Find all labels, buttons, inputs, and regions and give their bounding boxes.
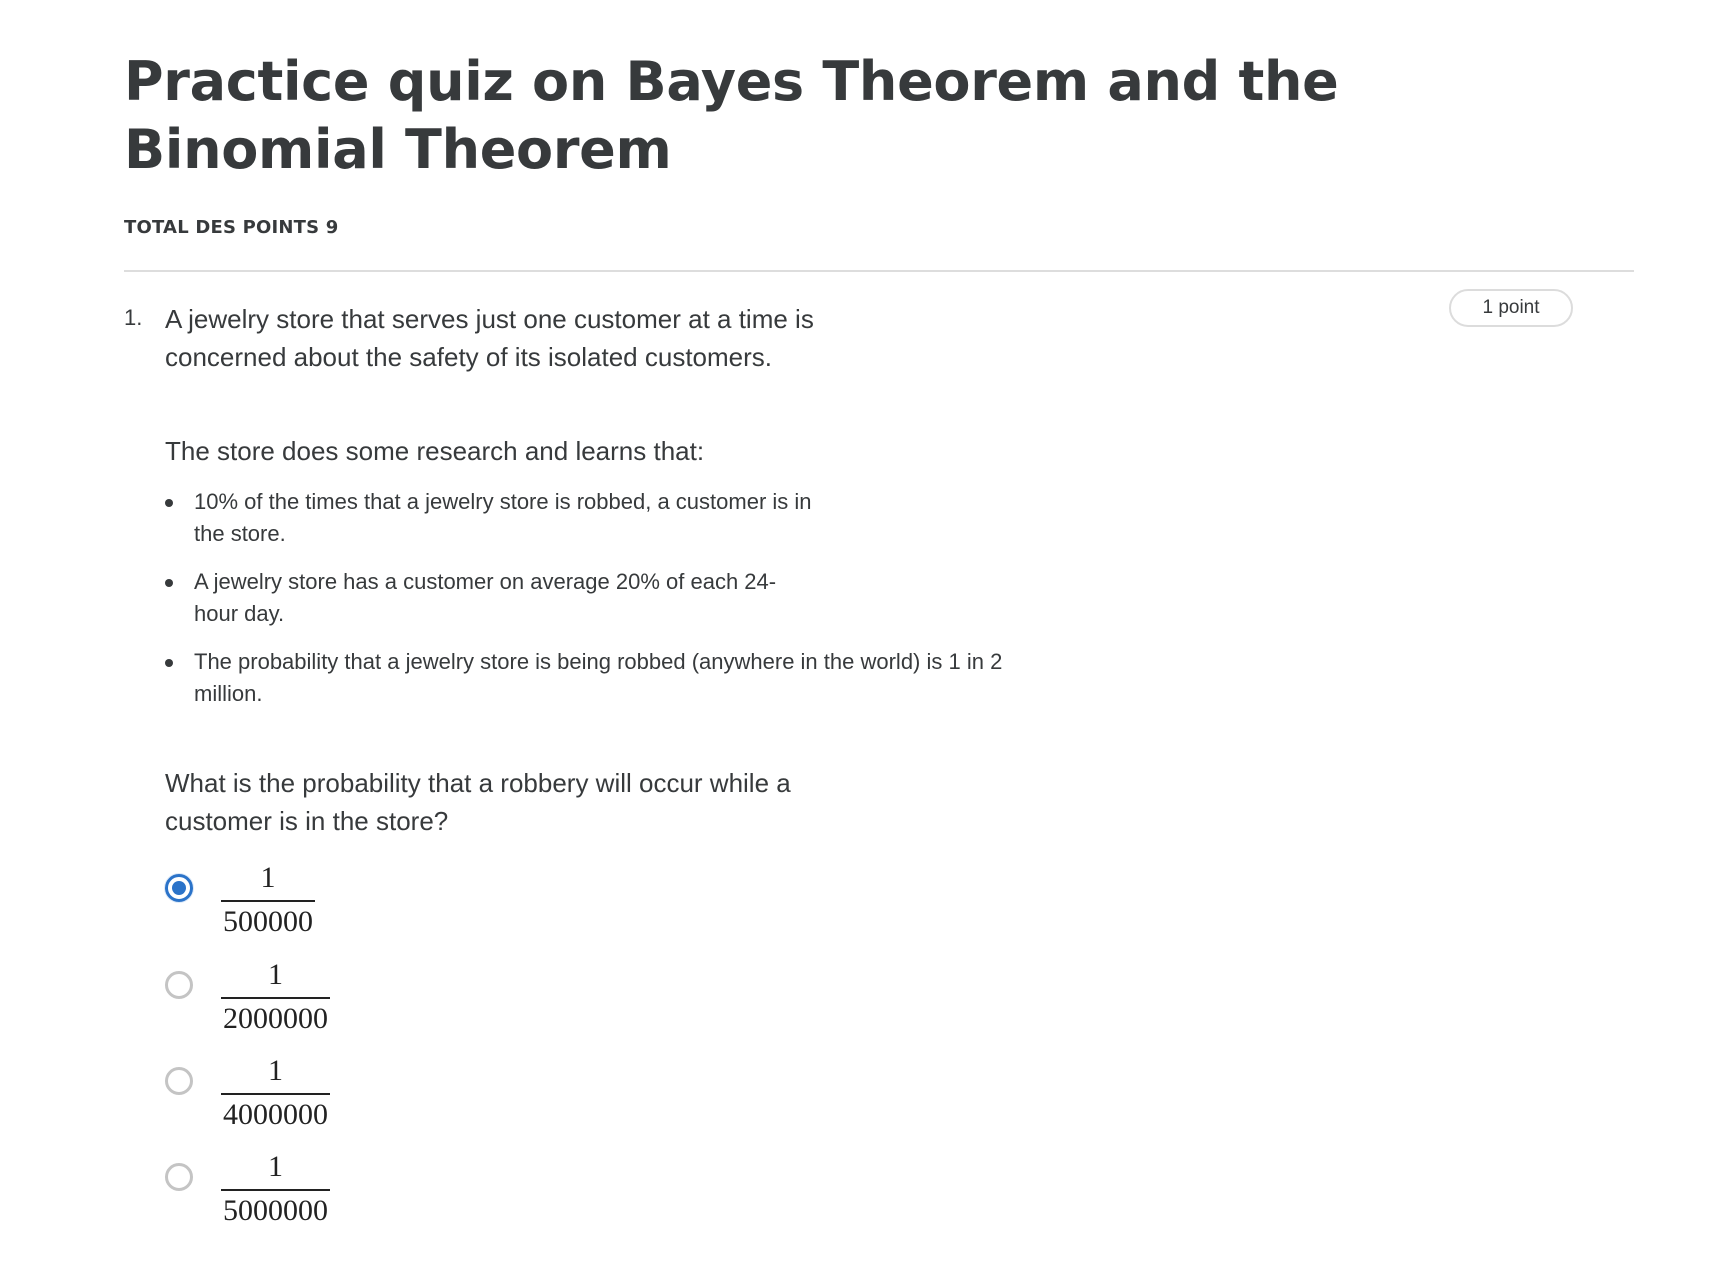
- list-item: The probability that a jewelry store is …: [165, 646, 1165, 710]
- bullet-icon: [165, 499, 173, 507]
- fraction-denominator: 500000: [223, 905, 313, 938]
- question-research-text: The store does some research and learns …: [165, 436, 705, 466]
- radio-button[interactable]: [165, 1163, 193, 1191]
- fraction-numerator: 1: [260, 861, 276, 894]
- question-intro: A jewelry store that serves just one cus…: [165, 304, 814, 372]
- fraction-denominator: 5000000: [223, 1194, 328, 1227]
- fraction-numerator: 1: [268, 958, 283, 991]
- total-points-label: TOTAL DES POINTS 9: [124, 217, 339, 238]
- question-1: 1. A jewelry store that serves just one …: [124, 300, 1634, 1245]
- answer-fraction[interactable]: 1 5000000: [221, 1149, 330, 1229]
- list-item: 10% of the times that a jewelry store is…: [165, 486, 1165, 550]
- answer-fraction[interactable]: 1 4000000: [221, 1053, 330, 1133]
- fraction-numerator: 1: [268, 1054, 283, 1087]
- radio-button[interactable]: [165, 1067, 193, 1095]
- points-badge: 1 point: [1449, 289, 1573, 327]
- quiz-page: Practice quiz on Bayes Theorem and the B…: [124, 0, 1634, 1245]
- bullet-icon: [165, 659, 173, 667]
- fraction-bar: [221, 900, 315, 902]
- fact-text: A jewelry store has a customer on averag…: [194, 569, 777, 626]
- question-body: A jewelry store that serves just one cus…: [165, 300, 1165, 1245]
- fact-text: The probability that a jewelry store is …: [194, 649, 1003, 706]
- answer-option-4[interactable]: 1 5000000: [165, 1149, 1165, 1245]
- fraction-bar: [221, 997, 330, 999]
- answer-option-2[interactable]: 1 2000000: [165, 957, 1165, 1053]
- fact-text: 10% of the times that a jewelry store is…: [194, 489, 812, 546]
- header-divider: [124, 270, 1634, 272]
- answer-option-1[interactable]: 1 500000: [165, 860, 1165, 957]
- fraction-bar: [221, 1189, 330, 1191]
- radio-button[interactable]: [165, 874, 193, 902]
- answer-options: 1 500000 1 2000000 1: [165, 860, 1165, 1245]
- question-prompt: What is the probability that a robbery w…: [165, 768, 791, 836]
- answer-fraction[interactable]: 1 500000: [221, 860, 315, 940]
- answer-option-3[interactable]: 1 4000000: [165, 1053, 1165, 1149]
- page-title: Practice quiz on Bayes Theorem and the B…: [124, 50, 1339, 181]
- radio-selected-dot-icon: [172, 881, 186, 895]
- fraction-numerator: 1: [268, 1150, 283, 1183]
- fraction-bar: [221, 1093, 330, 1095]
- fraction-denominator: 4000000: [223, 1098, 328, 1131]
- question-number: 1.: [124, 305, 143, 330]
- answer-fraction[interactable]: 1 2000000: [221, 957, 330, 1037]
- facts-list: 10% of the times that a jewelry store is…: [165, 486, 1165, 710]
- bullet-icon: [165, 579, 173, 587]
- list-item: A jewelry store has a customer on averag…: [165, 566, 1165, 630]
- radio-button[interactable]: [165, 971, 193, 999]
- fraction-denominator: 2000000: [223, 1002, 328, 1035]
